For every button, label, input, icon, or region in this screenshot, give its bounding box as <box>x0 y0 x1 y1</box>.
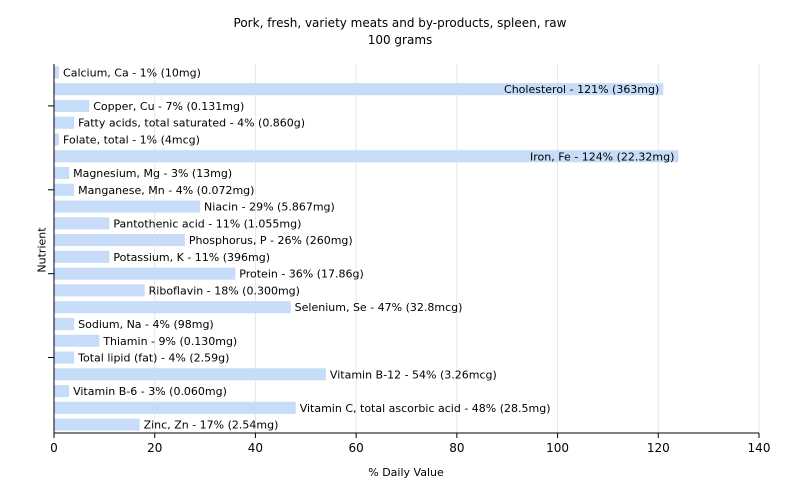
bar[interactable] <box>54 418 140 431</box>
bar[interactable] <box>54 401 296 414</box>
bar[interactable] <box>54 368 326 381</box>
bar[interactable] <box>54 267 236 280</box>
bar-label: Total lipid (fat) - 4% (2.59g) <box>77 352 229 365</box>
bar-label: Calcium, Ca - 1% (10mg) <box>63 66 201 79</box>
bar[interactable] <box>54 83 664 96</box>
x-tick-label: 20 <box>147 441 162 455</box>
bar-label: Vitamin C, total ascorbic acid - 48% (28… <box>300 402 551 415</box>
chart-title: Pork, fresh, variety meats and by-produc… <box>233 16 567 30</box>
bar-label: Thiamin - 9% (0.130mg) <box>102 335 237 348</box>
bar-label: Fatty acids, total saturated - 4% (0.860… <box>78 117 305 130</box>
bar-label: Cholesterol - 121% (363mg) <box>504 83 659 96</box>
x-tick-label: 60 <box>349 441 364 455</box>
x-tick-label: 100 <box>546 441 569 455</box>
bar-label: Selenium, Se - 47% (32.8mcg) <box>295 301 463 314</box>
bar-label: Protein - 36% (17.86g) <box>239 268 364 281</box>
x-tick-label: 0 <box>50 441 58 455</box>
bar-label: Magnesium, Mg - 3% (13mg) <box>73 167 232 180</box>
bar[interactable] <box>54 150 679 163</box>
bar[interactable] <box>54 385 70 398</box>
bar[interactable] <box>54 317 75 331</box>
bar-label: Zinc, Zn - 17% (2.54mg) <box>144 419 279 432</box>
bar-label: Riboflavin - 18% (0.300mg) <box>149 284 300 297</box>
bar[interactable] <box>54 200 201 213</box>
bar[interactable] <box>54 133 60 146</box>
bar[interactable] <box>54 250 110 263</box>
bar[interactable] <box>54 301 291 314</box>
bar-label: Manganese, Mn - 4% (0.072mg) <box>78 184 254 197</box>
bar[interactable] <box>54 334 100 347</box>
bar-label: Potassium, K - 11% (396mg) <box>113 251 270 264</box>
bar-label: Phosphorus, P - 26% (260mg) <box>189 234 353 247</box>
bar-label: Pantothenic acid - 11% (1.055mg) <box>113 217 301 230</box>
bar-label: Iron, Fe - 124% (22.32mg) <box>530 150 674 163</box>
bar-label: Vitamin B-6 - 3% (0.060mg) <box>73 385 227 398</box>
x-tick-label: 40 <box>248 441 263 455</box>
bar[interactable] <box>54 166 70 180</box>
x-axis-label: % Daily Value <box>368 466 444 479</box>
chart-subtitle: 100 grams <box>367 33 433 47</box>
bar[interactable] <box>54 116 75 129</box>
x-tick-label: 140 <box>748 441 771 455</box>
bar[interactable] <box>54 234 185 247</box>
bar-label: Copper, Cu - 7% (0.131mg) <box>93 100 244 113</box>
x-tick-label: 80 <box>449 441 464 455</box>
bar[interactable] <box>54 217 110 230</box>
x-tick-label: 120 <box>647 441 670 455</box>
bar[interactable] <box>54 183 75 196</box>
bar-label: Niacin - 29% (5.867mg) <box>204 201 335 214</box>
bar[interactable] <box>54 66 60 79</box>
bar-label: Folate, total - 1% (4mcg) <box>63 133 200 146</box>
bar[interactable] <box>54 351 75 364</box>
bar-label: Sodium, Na - 4% (98mg) <box>78 318 214 331</box>
bar-label: Vitamin B-12 - 54% (3.26mcg) <box>330 368 497 381</box>
bar[interactable] <box>54 284 145 297</box>
bar[interactable] <box>54 99 90 112</box>
